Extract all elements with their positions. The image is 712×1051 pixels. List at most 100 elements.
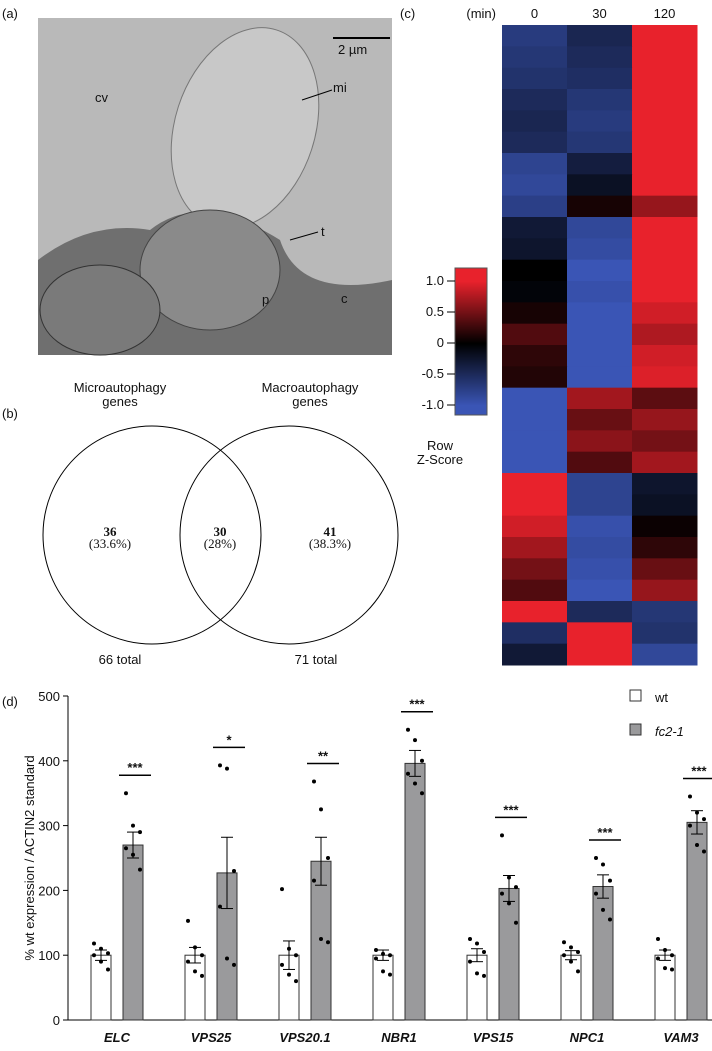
data-point	[500, 891, 504, 896]
heat-cell	[567, 366, 633, 389]
heat-cell	[632, 323, 698, 346]
heat-cell	[632, 67, 698, 90]
data-point	[388, 972, 392, 977]
key-stripe	[455, 367, 487, 369]
heat-cell	[567, 579, 633, 602]
data-point	[131, 823, 135, 828]
data-point	[413, 738, 417, 743]
data-point	[601, 862, 605, 867]
data-point	[280, 887, 284, 892]
key-stripe	[455, 380, 487, 382]
key-tick-label: 1.0	[426, 273, 444, 288]
key-stripe	[455, 348, 487, 350]
heat-cell	[502, 217, 568, 239]
key-stripe	[455, 392, 487, 394]
heat-cell	[632, 89, 698, 111]
key-stripe	[455, 276, 487, 278]
key-stripe	[455, 364, 487, 366]
key-stripe	[455, 375, 487, 377]
y-tick-label: 300	[38, 819, 60, 834]
heat-cell	[632, 409, 698, 431]
heat-cell	[632, 302, 698, 325]
legend-label: fc2-1	[655, 724, 684, 739]
heat-cell	[632, 281, 698, 303]
data-point	[124, 846, 128, 851]
set-total: 71 total	[295, 652, 338, 667]
key-stripe	[455, 401, 487, 403]
heat-cell	[632, 451, 698, 474]
data-point	[287, 946, 291, 951]
significance: ***	[127, 760, 143, 775]
key-stripe	[455, 408, 487, 410]
heat-cell	[632, 601, 698, 623]
heat-cell	[567, 387, 633, 410]
key-stripe	[455, 386, 487, 388]
micro-label: c	[341, 291, 348, 306]
significance: *	[226, 732, 232, 747]
key-stripe	[455, 338, 487, 340]
heat-cell	[567, 451, 633, 474]
data-point	[695, 810, 699, 815]
heat-cell	[567, 494, 633, 517]
heat-cell	[502, 153, 568, 175]
key-stripe	[455, 330, 487, 332]
key-stripe	[455, 391, 487, 393]
heat-cell	[502, 430, 568, 453]
key-stripe	[455, 389, 487, 391]
heat-cell	[632, 217, 698, 239]
key-stripe	[455, 272, 487, 274]
data-point	[413, 781, 417, 786]
heat-cell	[632, 46, 698, 69]
heat-cell	[502, 174, 568, 197]
key-stripe	[455, 323, 487, 325]
heat-cell	[632, 622, 698, 645]
key-stripe	[455, 399, 487, 401]
venn-circle	[179, 425, 399, 645]
significance: ***	[691, 763, 707, 778]
bar	[498, 887, 520, 1021]
data-point	[482, 949, 486, 954]
data-point	[594, 856, 598, 860]
region-count: 30	[214, 524, 227, 539]
key-stripe	[455, 300, 487, 302]
bar	[466, 954, 488, 1021]
x-tick-label: NPC1	[570, 1030, 605, 1045]
key-stripe	[455, 369, 487, 371]
heat-cell	[502, 601, 568, 623]
data-point	[507, 901, 511, 906]
key-stripe	[455, 270, 487, 272]
data-point	[514, 920, 518, 925]
x-tick-label: NBR1	[381, 1030, 416, 1045]
data-point	[695, 843, 699, 848]
data-point	[200, 953, 204, 958]
data-point	[193, 945, 197, 950]
key-stripe	[455, 303, 487, 305]
data-point	[406, 771, 410, 776]
region-percent: (38.3%)	[309, 536, 351, 551]
heat-cell	[567, 238, 633, 261]
key-stripe	[455, 289, 487, 291]
data-point	[608, 878, 612, 883]
data-point	[193, 969, 197, 974]
data-point	[475, 941, 479, 946]
key-stripe	[455, 373, 487, 375]
key-stripe	[455, 299, 487, 301]
data-point	[218, 763, 222, 768]
legend-title: Row Z-Score	[417, 438, 463, 467]
key-stripe	[455, 326, 487, 328]
key-stripe	[455, 378, 487, 380]
heat-cell	[502, 537, 568, 559]
heat-cell	[567, 89, 633, 111]
legend-swatch	[629, 689, 642, 702]
data-point	[576, 969, 580, 974]
key-stripe	[455, 387, 487, 389]
data-point	[99, 959, 103, 964]
x-tick-label: VPS15	[473, 1030, 514, 1045]
key-stripe	[455, 370, 487, 372]
heat-cell	[502, 131, 568, 154]
x-tick-label: VPS25	[191, 1030, 232, 1045]
key-stripe	[455, 379, 487, 381]
key-stripe	[455, 350, 487, 352]
data-point	[562, 953, 566, 958]
key-stripe	[455, 388, 487, 390]
